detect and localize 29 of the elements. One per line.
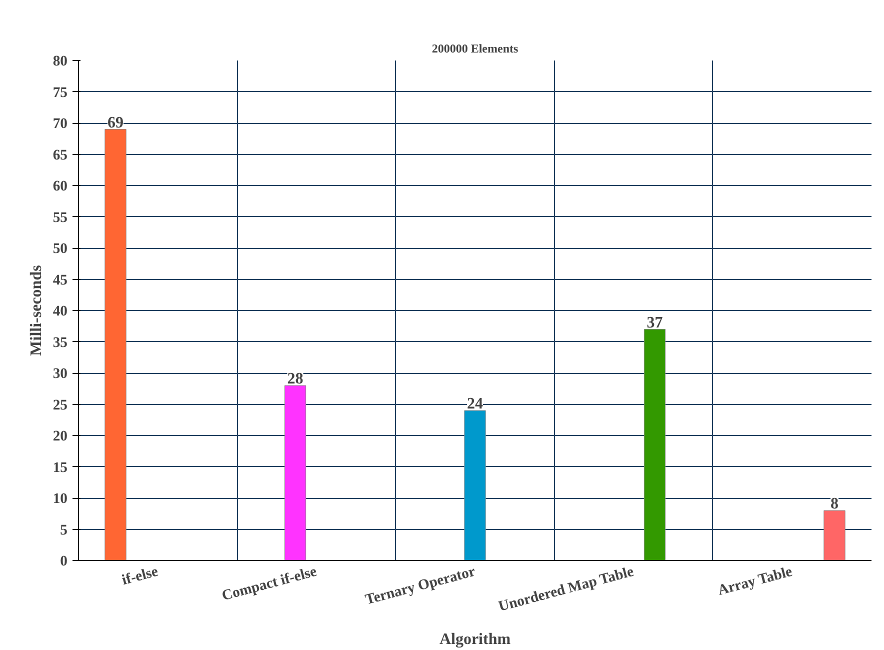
y-tick-label: 75 [52, 84, 68, 101]
y-tick-label: 25 [52, 397, 68, 414]
y-tick-label: 45 [52, 272, 68, 288]
y-tick-label: 65 [52, 147, 68, 164]
y-tick-label: 0 [60, 554, 68, 570]
x-tick-label: Ternary Operator [364, 564, 478, 608]
x-axis-title: Algorithm [439, 630, 512, 648]
chart-title: 200000 Elements [432, 42, 518, 56]
y-tick-label: 35 [52, 334, 68, 351]
x-tick-label: Compact if-else [220, 564, 319, 604]
y-tick-label: 40 [52, 304, 68, 320]
data-label: 28 [287, 370, 304, 388]
y-axis-title: Milli-seconds [28, 265, 45, 356]
y-tick-label: 20 [52, 428, 68, 444]
y-tick-label: 55 [52, 210, 68, 226]
y-tick-label: 5 [60, 522, 68, 538]
y-tick-label: 50 [52, 241, 68, 257]
y-tick-label: 10 [52, 491, 68, 507]
y-tick-label: 70 [52, 116, 68, 132]
y-tick-label: 15 [52, 460, 68, 476]
y-tick-label: 60 [52, 178, 68, 194]
data-label: 24 [467, 396, 483, 412]
y-tick-label: 30 [52, 366, 68, 382]
data-label: 37 [646, 314, 663, 332]
y-tick-label: 80 [52, 54, 68, 70]
data-label: 69 [108, 114, 124, 132]
data-label: 8 [830, 496, 838, 512]
x-tick-label: Array Table [716, 564, 794, 599]
x-tick-label: if-else [120, 564, 160, 589]
